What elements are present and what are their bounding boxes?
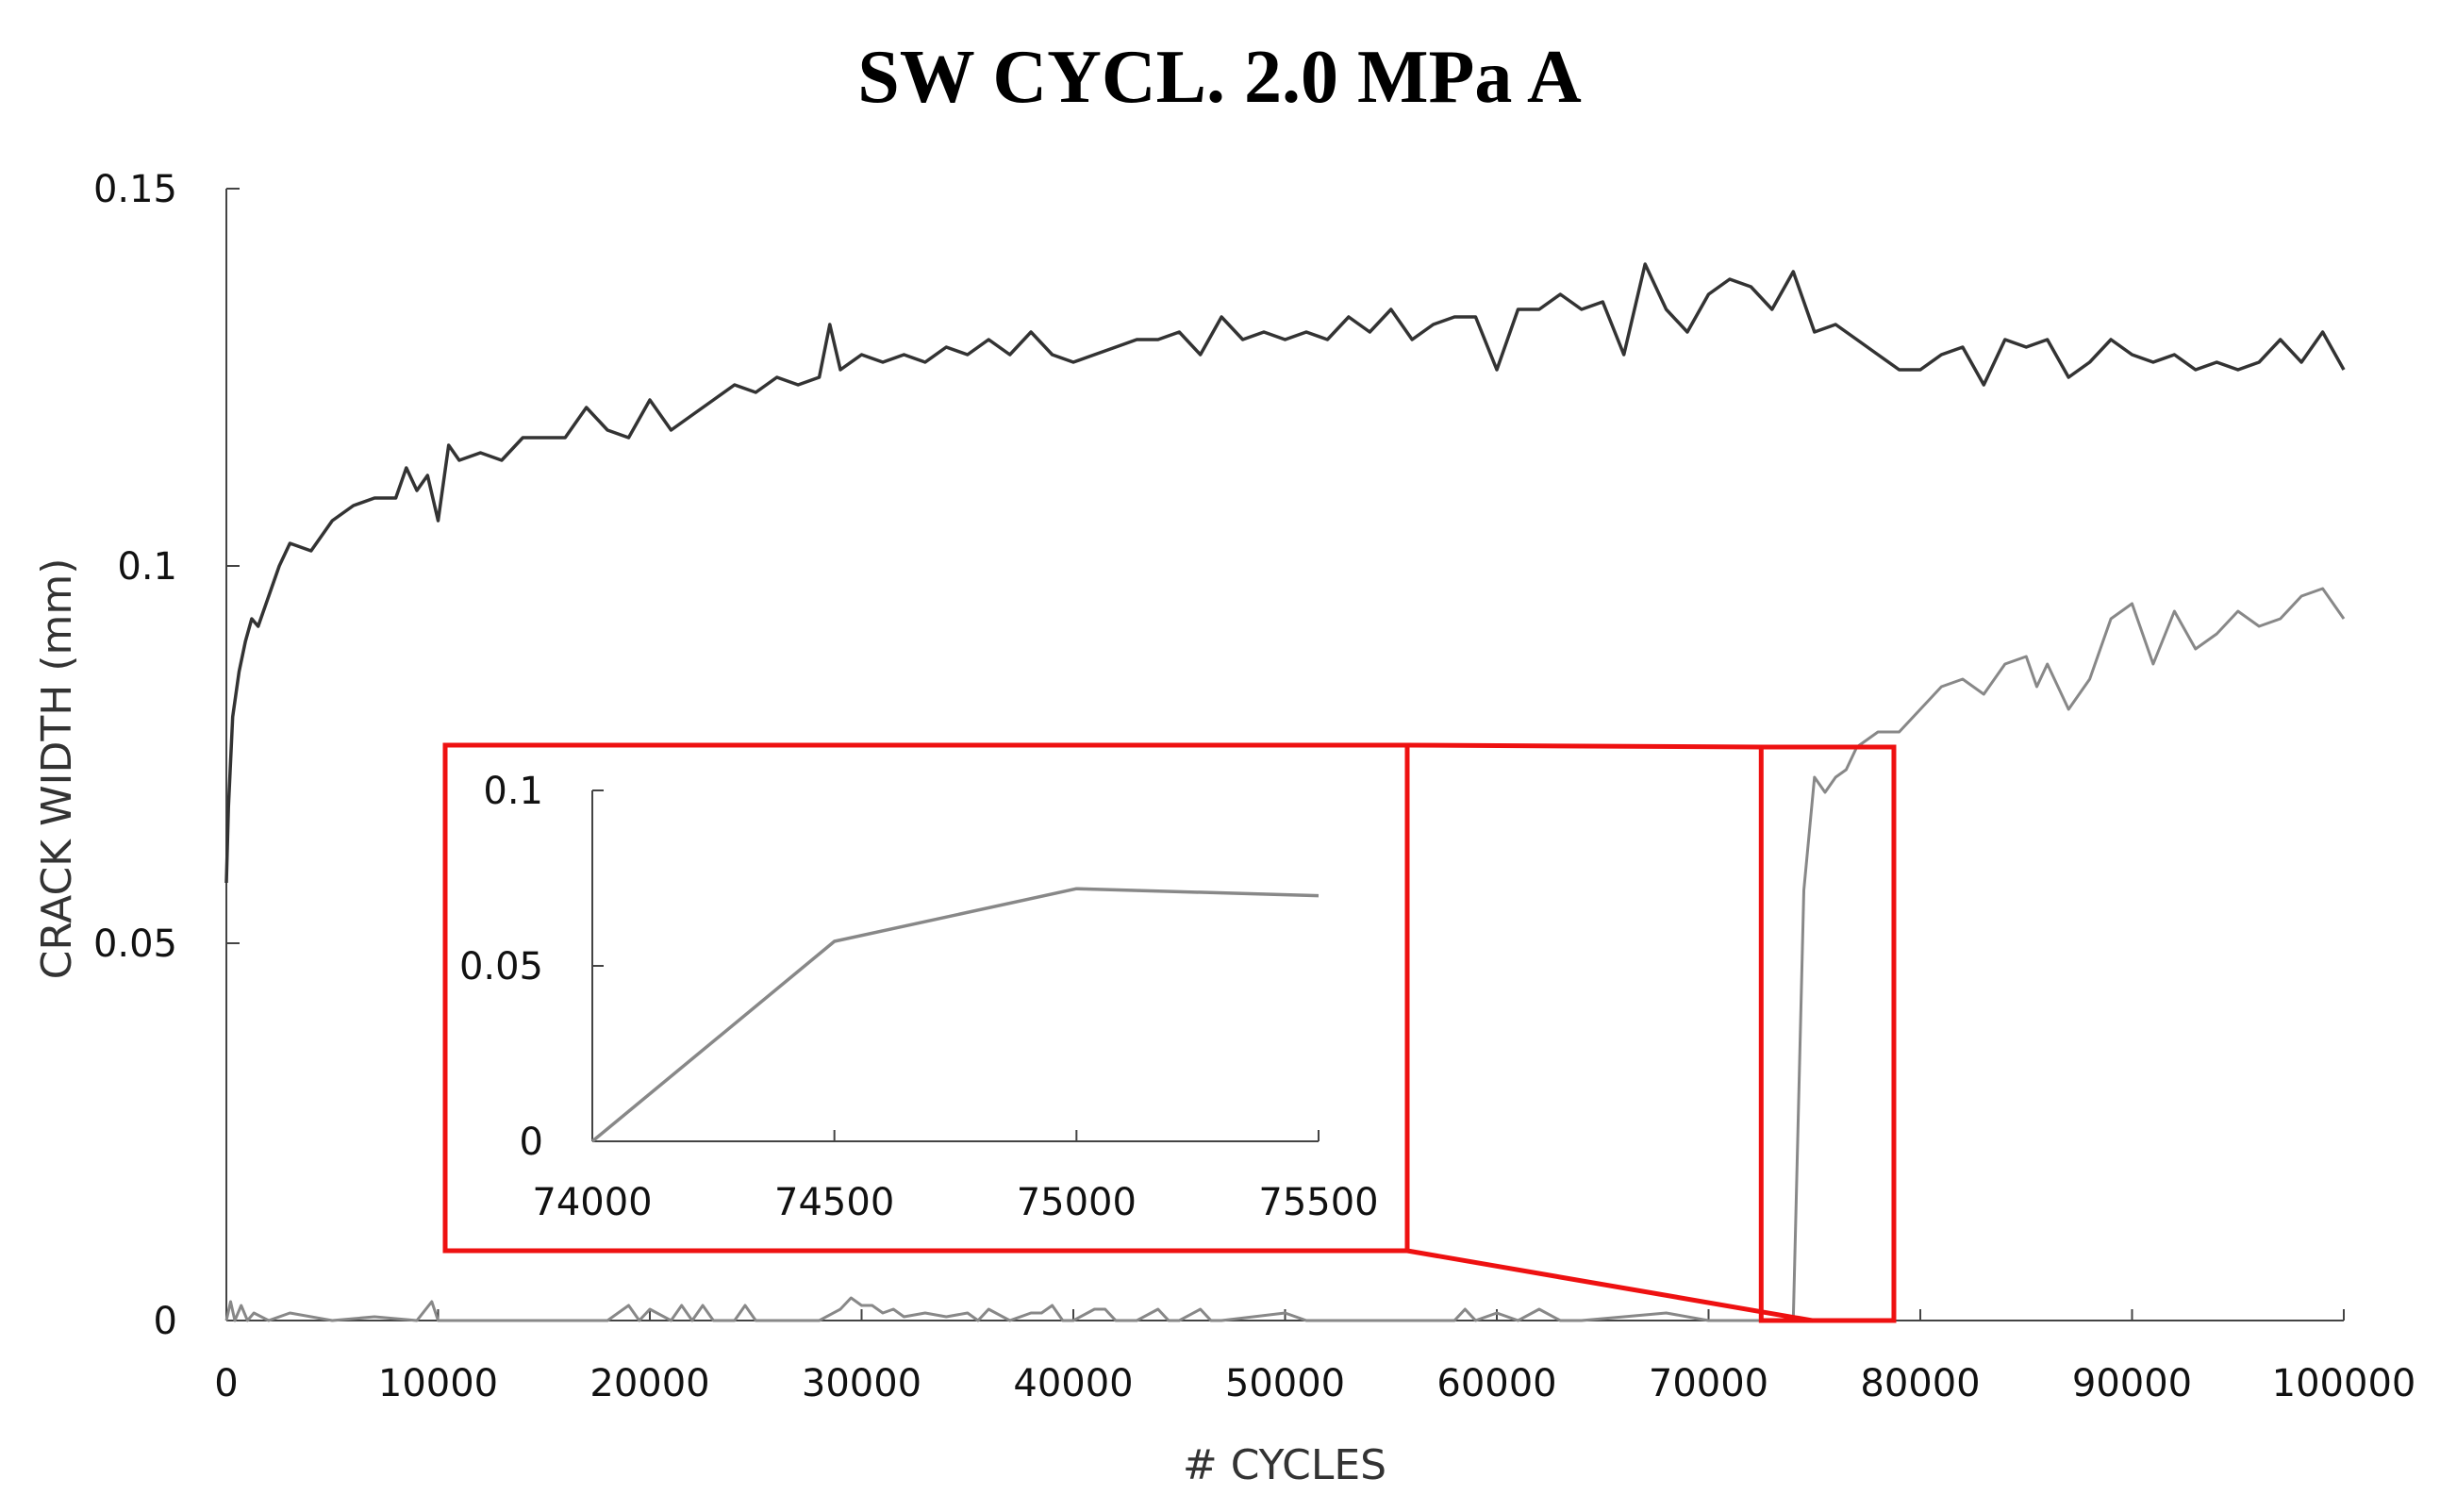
x-tick-label: 10000: [378, 1362, 498, 1405]
inset-x-tick-label: 75000: [1017, 1181, 1137, 1224]
main-axes: 0 0.05 0.1 0.15 0 10000 20000 30000 40000 50000 60…: [93, 168, 2415, 1405]
chart-title: SW CYCL. 2.0 MPa A: [857, 36, 1582, 119]
x-tick-label: 80000: [1860, 1362, 1980, 1405]
inset-frame: [442, 742, 1410, 1254]
zoom-connector-line: [1406, 1248, 1813, 1323]
x-tick-label: 20000: [589, 1362, 709, 1405]
y-tick-label: 0.15: [93, 168, 177, 211]
inset-chart: 0 0.05 0.1 74000 74500 75000 75500: [442, 742, 1410, 1254]
inset-x-tick-label: 75500: [1258, 1181, 1378, 1224]
x-tick-label: 30000: [802, 1362, 921, 1405]
x-tick-label: 50000: [1225, 1362, 1345, 1405]
zoom-connector: [1406, 742, 1897, 1323]
x-tick-label: 40000: [1013, 1362, 1133, 1405]
series-line-lower-crack: [224, 587, 2346, 1322]
x-tick-label: 100000: [2272, 1362, 2416, 1405]
x-tick-label: 60000: [1436, 1362, 1556, 1405]
x-axis-label: # CYCLES: [1183, 1441, 1386, 1489]
y-tick-label: 0.05: [93, 922, 177, 966]
zoom-region-box: [1758, 744, 1897, 1323]
inset-series-line: [590, 887, 1320, 1143]
series-line-upper-crack: [224, 262, 2346, 884]
y-tick-label: 0.1: [117, 545, 177, 589]
zoom-connector-line: [1406, 742, 1762, 750]
y-axis-label: CRACK WIDTH (mm): [33, 558, 81, 980]
x-tick-label: 70000: [1649, 1362, 1768, 1405]
main-plot-area: [224, 262, 2346, 1322]
x-tick-label: 90000: [2072, 1362, 2192, 1405]
inset-y-tick-label: 0.05: [459, 945, 543, 989]
inset-y-tick-label: 0.1: [483, 770, 543, 813]
inset-y-tick-label: 0: [520, 1121, 543, 1164]
inset-x-tick-label: 74000: [532, 1181, 652, 1224]
inset-x-tick-label: 74500: [774, 1181, 894, 1224]
y-tick-label: 0: [154, 1300, 177, 1343]
x-tick-label: 0: [214, 1362, 238, 1405]
